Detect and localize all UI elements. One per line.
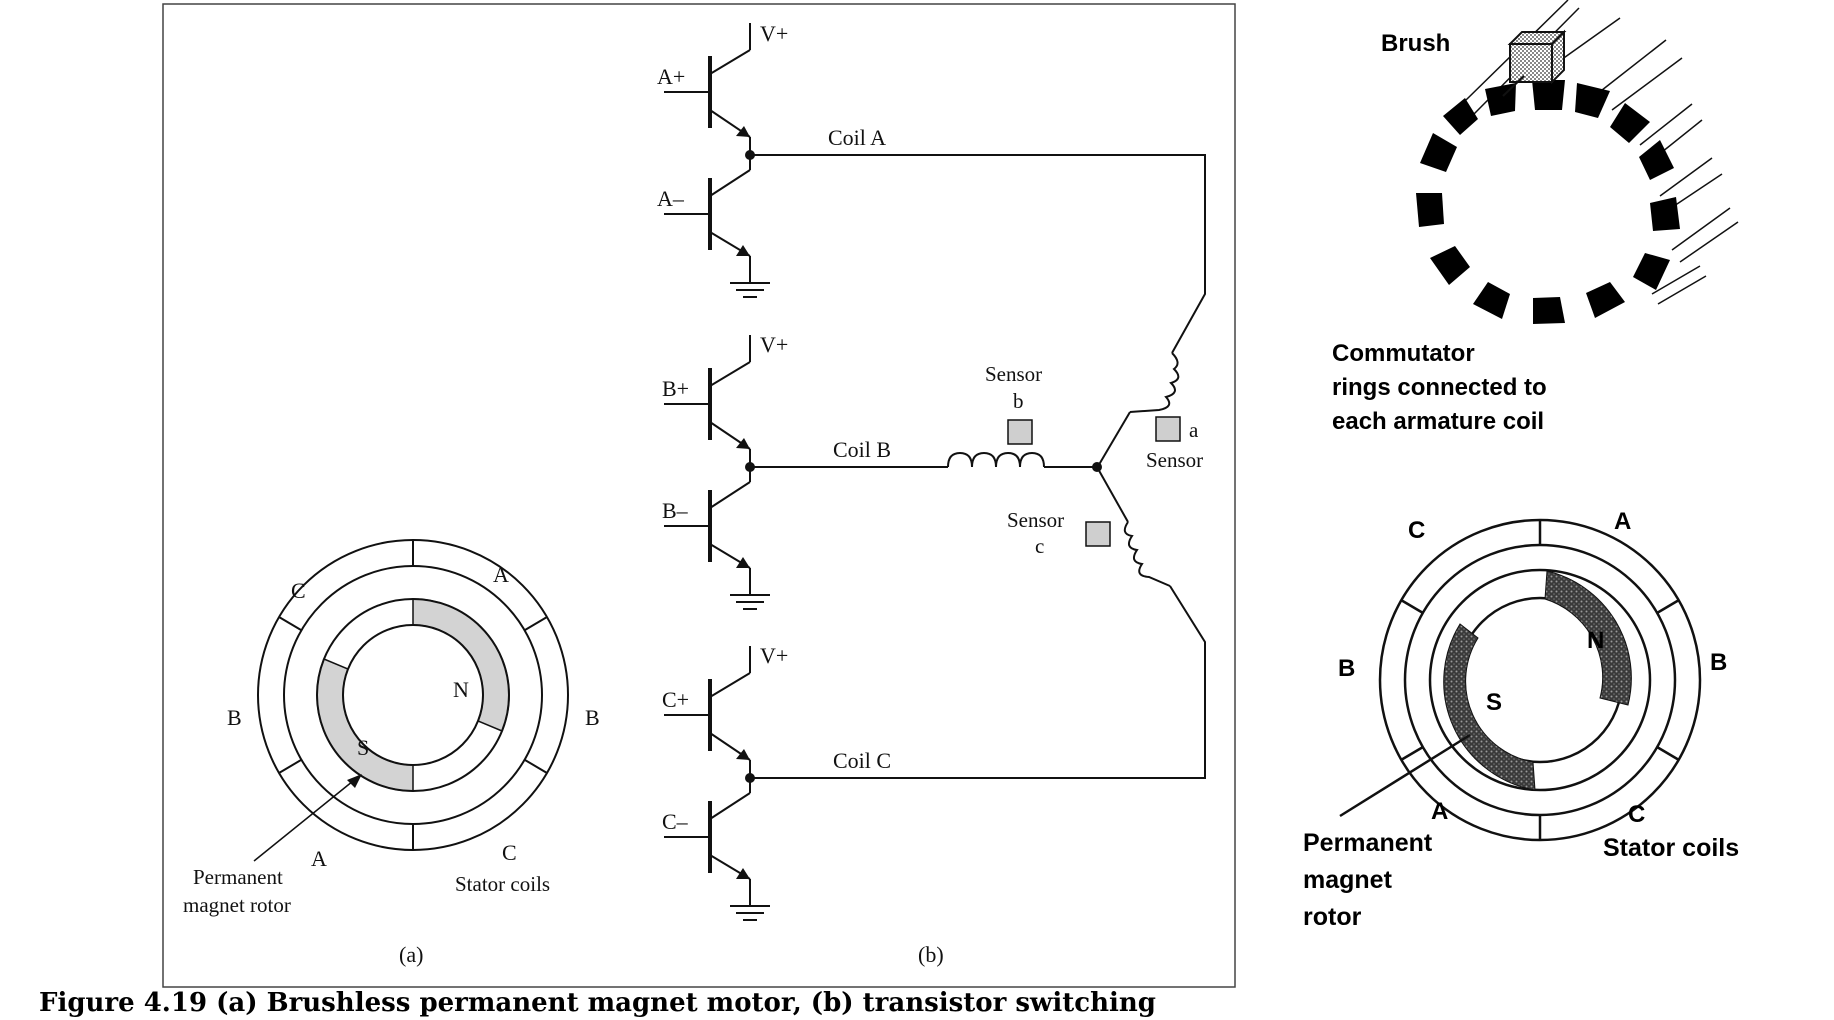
coil-b-inductor xyxy=(947,451,1045,468)
sensor-b-label-line2: b xyxy=(1013,389,1024,413)
stator-label-c-top: C xyxy=(291,578,306,603)
right-stator-label-b-left: B xyxy=(1338,655,1355,682)
sensor-b-box xyxy=(1007,419,1033,445)
ground-b xyxy=(730,594,770,610)
figure-frame xyxy=(162,3,1236,988)
coil-a-to-star xyxy=(1096,411,1131,469)
right-rotor-label-line3: rotor xyxy=(1303,903,1362,931)
stator-label-c-bottom: C xyxy=(502,840,517,865)
stator-label-a-top: A xyxy=(493,562,509,587)
supply-c-label: V+ xyxy=(760,643,788,668)
transistor-a-minus xyxy=(664,155,751,283)
right-stator-outer xyxy=(1378,518,1702,842)
rotor-outer-edge xyxy=(316,598,510,792)
coil-b-label: Coil B xyxy=(833,437,891,462)
sensor-c-box xyxy=(1085,521,1111,547)
ground-a xyxy=(730,282,770,298)
coil-a-label: Coil A xyxy=(828,125,886,150)
panel-a-brushless-motor: A C B B A C N S Permanent magnet rotor S… xyxy=(183,539,600,967)
coil-c-from-star xyxy=(1096,466,1129,523)
stator-label-b-right: B xyxy=(585,705,600,730)
sensor-c-label-line1: Sensor xyxy=(1007,508,1064,532)
panel-a-label: (a) xyxy=(399,942,423,967)
coil-a-inductor xyxy=(1129,352,1180,413)
commutator-illustration: Brush Commutator rings connected to each… xyxy=(1332,0,1739,435)
right-stator-label-c-bottom: C xyxy=(1628,801,1645,828)
transistor-c-plus xyxy=(664,646,751,778)
right-rotor-pointer xyxy=(1339,733,1471,818)
right-rotor-label-line1: Permanent xyxy=(1303,829,1433,857)
transistor-b-plus-label: B+ xyxy=(662,376,689,401)
right-stator-label-a-top: A xyxy=(1614,508,1631,535)
right-motor-diagram: A C B B A C N S Permanent magnet rotor S… xyxy=(1303,508,1739,931)
right-pole-n: N xyxy=(1587,627,1604,654)
coil-c-wire xyxy=(750,585,1206,779)
transistor-c-minus-label: C– xyxy=(662,809,689,834)
panel-b-labels: V+ V+ V+ A+ A– B+ B– C+ C– Coil A Coil B… xyxy=(657,21,1203,967)
brush-label: Brush xyxy=(1381,30,1450,57)
panel-b-transistor-switching xyxy=(664,23,1206,921)
ground-c xyxy=(730,905,770,921)
figure-caption: Figure 4.19 (a) Brushless permanent magn… xyxy=(39,988,1156,1018)
armature-lead-lines xyxy=(1465,0,1739,305)
stator-coils-label: Stator coils xyxy=(455,872,550,896)
commutator-label-line2: rings connected to xyxy=(1332,374,1547,401)
brush-block xyxy=(1507,29,1567,85)
coil-c-inductor xyxy=(1123,521,1171,587)
sensor-b-label-line1: Sensor xyxy=(985,362,1042,386)
sensor-c-label-line2: c xyxy=(1035,534,1044,558)
transistor-b-minus-label: B– xyxy=(662,498,689,523)
rotor-pointer-arrowhead xyxy=(347,774,362,788)
stator-dividers xyxy=(278,540,548,850)
commutator-label-line3: each armature coil xyxy=(1332,408,1544,435)
commutator-segments xyxy=(1416,80,1680,324)
transistor-b-minus xyxy=(664,467,751,595)
transistor-c-minus xyxy=(664,778,751,906)
coil-a-wire xyxy=(750,154,1206,354)
transistor-c-plus-label: C+ xyxy=(662,687,689,712)
right-rotor-south xyxy=(1443,623,1536,791)
right-stator-label-c-top: C xyxy=(1408,517,1425,544)
rotor-label-line2: magnet rotor xyxy=(183,893,291,917)
right-stator-dividers xyxy=(1400,520,1680,840)
sensor-a-word: Sensor xyxy=(1146,448,1203,472)
rotor-pointer-line xyxy=(253,776,359,862)
rotor-inner-edge xyxy=(342,624,484,766)
commutator-label-line1: Commutator xyxy=(1332,340,1475,367)
right-stator-label-a-bottom: A xyxy=(1431,798,1448,825)
rotor-label-line1: Permanent xyxy=(193,865,283,889)
supply-b-label: V+ xyxy=(760,332,788,357)
right-pole-s: S xyxy=(1486,689,1502,716)
transistor-a-minus-label: A– xyxy=(657,186,685,211)
rotor-south-segment xyxy=(316,658,414,792)
pole-n-label: N xyxy=(453,677,469,702)
pole-s-label: S xyxy=(357,735,369,760)
right-rotor-outer xyxy=(1428,568,1652,792)
right-rotor-label-line2: magnet xyxy=(1303,866,1393,894)
transistor-a-plus xyxy=(664,23,751,155)
sensor-a-letter: a xyxy=(1189,418,1199,442)
supply-a-label: V+ xyxy=(760,21,788,46)
stator-label-b-left: B xyxy=(227,705,242,730)
rotor-north-segment xyxy=(412,598,510,732)
sensor-a-box xyxy=(1155,416,1181,442)
transistor-b-plus xyxy=(664,335,751,467)
right-stator-coils-label: Stator coils xyxy=(1603,834,1739,862)
coil-c-label: Coil C xyxy=(833,748,891,773)
brush-pointer xyxy=(1502,75,1525,97)
node-c xyxy=(745,773,755,783)
panel-b-label: (b) xyxy=(918,942,944,967)
stator-label-a-bottom: A xyxy=(311,846,327,871)
right-stator-label-b-right: B xyxy=(1710,649,1727,676)
transistor-a-plus-label: A+ xyxy=(657,64,685,89)
right-rotor-north xyxy=(1544,570,1632,706)
